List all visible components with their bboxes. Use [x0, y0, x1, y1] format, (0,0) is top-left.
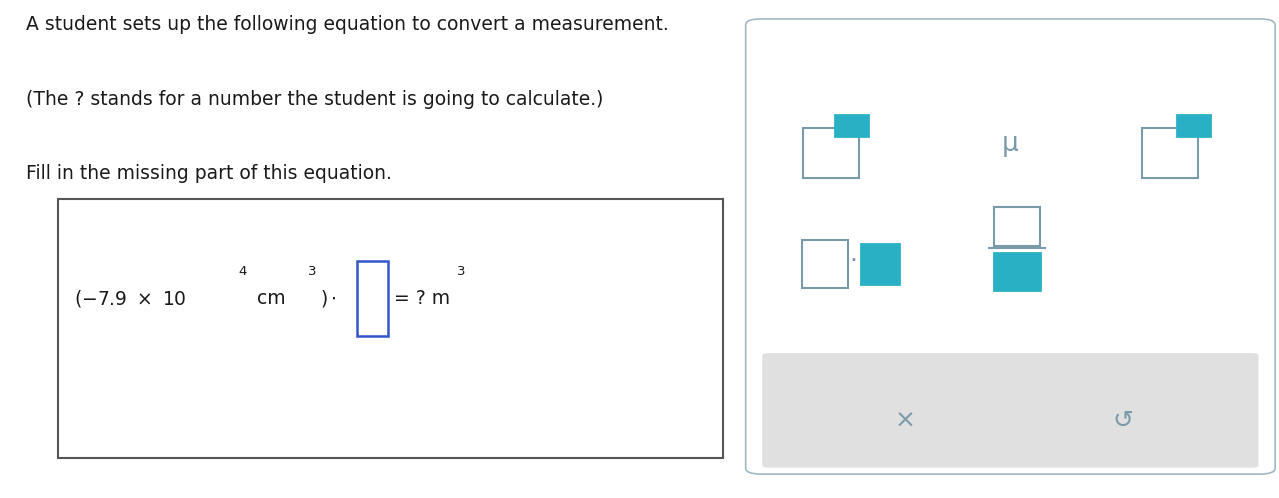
- FancyBboxPatch shape: [746, 19, 1275, 474]
- Text: ↺: ↺: [1113, 409, 1133, 433]
- Text: ·: ·: [849, 249, 857, 273]
- Text: ×: ×: [895, 409, 916, 433]
- Text: A student sets up the following equation to convert a measurement.: A student sets up the following equation…: [26, 15, 669, 34]
- Text: 3: 3: [457, 265, 466, 278]
- Bar: [802, 240, 848, 287]
- Text: $(-7.9\ \times\ 10$: $(-7.9\ \times\ 10$: [74, 288, 187, 309]
- Text: μ: μ: [1001, 131, 1019, 157]
- Bar: [1177, 115, 1210, 136]
- Bar: [861, 244, 899, 284]
- FancyBboxPatch shape: [58, 199, 723, 458]
- Text: (The ? stands for a number the student is going to calculate.): (The ? stands for a number the student i…: [26, 90, 602, 109]
- Text: $)\cdot$: $)\cdot$: [320, 288, 336, 309]
- Bar: [994, 207, 1040, 246]
- FancyBboxPatch shape: [357, 261, 388, 336]
- Bar: [994, 252, 1040, 290]
- Text: cm: cm: [257, 289, 285, 308]
- Text: 4: 4: [238, 265, 247, 278]
- Text: Fill in the missing part of this equation.: Fill in the missing part of this equatio…: [26, 164, 391, 183]
- Text: = ? m: = ? m: [394, 289, 450, 308]
- FancyBboxPatch shape: [762, 353, 1259, 468]
- Bar: [835, 115, 868, 136]
- Bar: [1142, 128, 1198, 178]
- Bar: [803, 128, 859, 178]
- Text: x10: x10: [834, 152, 852, 162]
- Text: 3: 3: [308, 265, 317, 278]
